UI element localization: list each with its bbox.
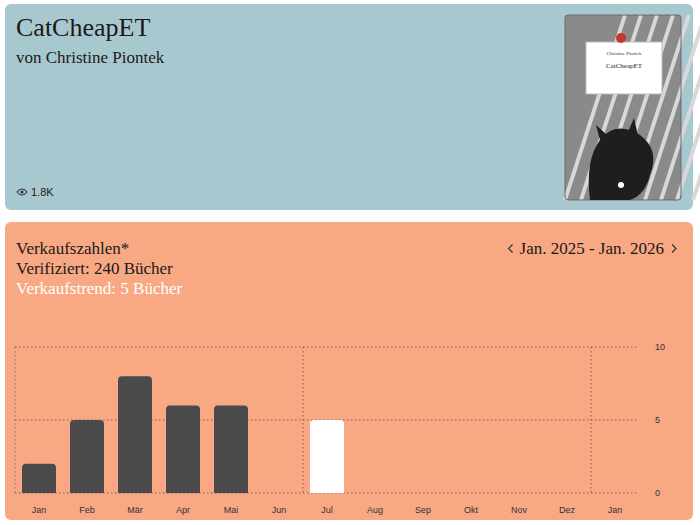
cover-label [586,42,662,94]
book-cover: Christine Piontek CatCheapET [565,15,700,200]
bar [118,376,152,493]
bars [22,376,632,493]
views-icon [17,189,27,195]
x-tick-label: Jul [321,505,333,515]
bar [406,493,440,494]
cover-title: CatCheapET [606,62,643,70]
x-tick-label: Jan [32,505,47,515]
bar [262,493,296,494]
book-author: von Christine Piontek [16,48,165,67]
cover-author: Christine Piontek [607,51,642,56]
cover-mark [618,182,624,188]
bar [502,493,536,494]
x-tick-label: Jan [608,505,623,515]
bar [454,493,488,494]
y-tick-label: 10 [655,342,665,352]
plot-left-edge [15,347,16,493]
x-tick-label: Nov [511,505,528,515]
views-count: 1.8K [31,186,54,198]
cover-stripe [693,15,700,200]
sales-verified: Verifiziert: 240 Bücher [16,259,173,278]
cover-stripe [677,15,700,200]
sales-period: Jan. 2025 - Jan. 2026 [520,239,664,258]
sales-panel [5,222,693,520]
grid-line [15,347,639,348]
x-tick-label: Mär [127,505,143,515]
x-tick-label: Apr [176,505,190,515]
x-tick-label: Sep [415,505,431,515]
bar [598,493,632,494]
eye-pupil [20,190,23,193]
x-tick-label: Dez [559,505,576,515]
cover-cat-shadow [589,129,654,200]
bar [22,464,56,493]
cover-frame [565,15,681,200]
book-title: CatCheapET [16,13,150,42]
eye-outline [17,189,27,195]
book-panel [5,4,693,210]
bar [214,405,248,493]
x-tick-label: Feb [79,505,95,515]
x-tick-label: Jun [272,505,287,515]
x-tick-label: Aug [367,505,383,515]
y-tick-label: 5 [655,415,660,425]
period-next[interactable] [672,245,676,253]
bar [358,493,392,494]
x-tick-label: Okt [464,505,479,515]
cover-bg [565,15,681,200]
bar [550,493,584,494]
page: CatCheapET von Christine Piontek 1.8K Chris… [0,0,700,525]
period-prev[interactable] [509,245,513,253]
cover-cat-ears [596,118,638,140]
bar [166,405,200,493]
sales-trend: Verkaufstrend: 5 Bücher [16,279,183,298]
bar [70,420,104,493]
y-tick-label: 0 [655,488,660,498]
sales-heading: Verkaufszahlen* [16,239,129,258]
half-year-separator [303,347,304,493]
bar [310,420,344,493]
x-tick-label: Mai [224,505,239,515]
half-year-separator [591,347,592,493]
cover-logo [616,33,626,43]
